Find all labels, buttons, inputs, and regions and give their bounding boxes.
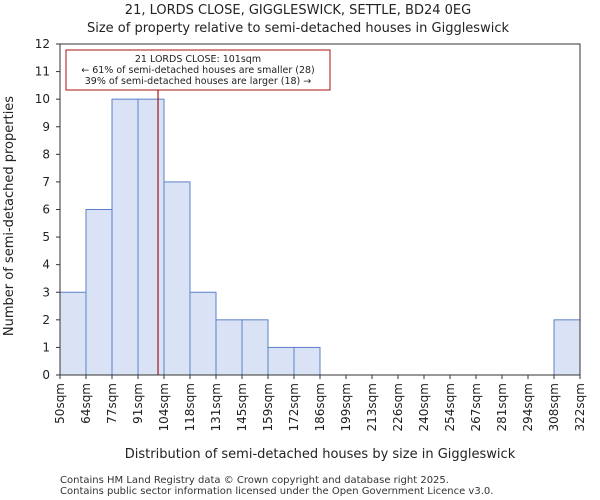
x-tick-label: 159sqm (261, 383, 275, 431)
x-tick-label: 186sqm (313, 383, 327, 431)
bar-77sqm (111, 98, 139, 376)
bar-50sqm (59, 291, 87, 376)
bar-159sqm (267, 346, 295, 376)
bar-131sqm (215, 319, 243, 376)
x-tick-label: 267sqm (469, 383, 483, 431)
x-tick-label: 322sqm (573, 383, 587, 431)
x-tick-label: 118sqm (183, 383, 197, 431)
chart-title-line-1: 21, LORDS CLOSE, GIGGLESWICK, SETTLE, BD… (125, 3, 471, 18)
y-tick-label: 12 (35, 37, 50, 51)
y-tick-label: 1 (42, 340, 50, 354)
x-tick-label: 226sqm (391, 383, 405, 431)
x-tick-label: 281sqm (495, 383, 509, 431)
annotation-frame (65, 49, 331, 91)
y-tick-label: 10 (35, 92, 50, 106)
x-tick-label: 91sqm (131, 383, 145, 424)
x-tick-label: 213sqm (365, 383, 379, 431)
y-tick-label: 6 (42, 203, 50, 217)
y-tick-label: 3 (42, 285, 50, 299)
y-tick-label: 5 (42, 230, 50, 244)
chart-title-line-2: Size of property relative to semi-detach… (87, 21, 509, 36)
x-tick-label: 104sqm (157, 383, 171, 431)
x-tick-label: 131sqm (209, 383, 223, 431)
x-tick-label: 240sqm (417, 383, 431, 431)
footer-line-1: Contains HM Land Registry data © Crown c… (60, 475, 449, 486)
bar-104sqm (163, 181, 191, 376)
x-tick-label: 172sqm (287, 383, 301, 431)
y-tick-label: 8 (42, 147, 50, 161)
x-tick-label: 308sqm (547, 383, 561, 431)
bar-145sqm (241, 319, 269, 376)
annotation-box: 21 LORDS CLOSE: 101sqm ← 61% of semi-det… (65, 49, 331, 91)
bar-91sqm (137, 98, 165, 376)
bar-308sqm (553, 319, 581, 376)
annotation-line-1: 21 LORDS CLOSE: 101sqm (135, 54, 261, 65)
x-tick-label: 50sqm (53, 383, 67, 424)
x-tick-label: 199sqm (339, 383, 353, 431)
y-tick-label: 2 (42, 313, 50, 327)
annotation-line-3: 39% of semi-detached houses are larger (… (85, 76, 312, 87)
y-tick-label: 7 (42, 175, 50, 189)
y-axis-label: Number of semi-detached properties (2, 96, 17, 336)
bar-172sqm (293, 346, 321, 376)
bars-group (59, 98, 581, 376)
x-tick-label: 254sqm (443, 383, 457, 431)
y-tick-label: 0 (42, 368, 50, 382)
annotation-line-2: ← 61% of semi-detached houses are smalle… (81, 65, 315, 76)
x-tick-label: 294sqm (521, 383, 535, 431)
plot-frame (59, 43, 581, 376)
x-axis-label: Distribution of semi-detached houses by … (125, 447, 516, 462)
y-tick-label: 4 (42, 258, 50, 272)
bar-64sqm (85, 209, 113, 376)
bar-118sqm (189, 291, 217, 376)
y-tick-label: 9 (42, 120, 50, 134)
x-tick-label: 77sqm (105, 383, 119, 424)
footer-line-2: Contains public sector information licen… (60, 486, 493, 497)
y-tick-label: 11 (35, 65, 50, 79)
x-axis-ticks: 50sqm 64sqm 77sqm 91sqm 104sqm 118sqm 131sqm 14… (53, 375, 587, 431)
x-tick-label: 64sqm (79, 383, 93, 424)
x-tick-label: 145sqm (235, 383, 249, 431)
